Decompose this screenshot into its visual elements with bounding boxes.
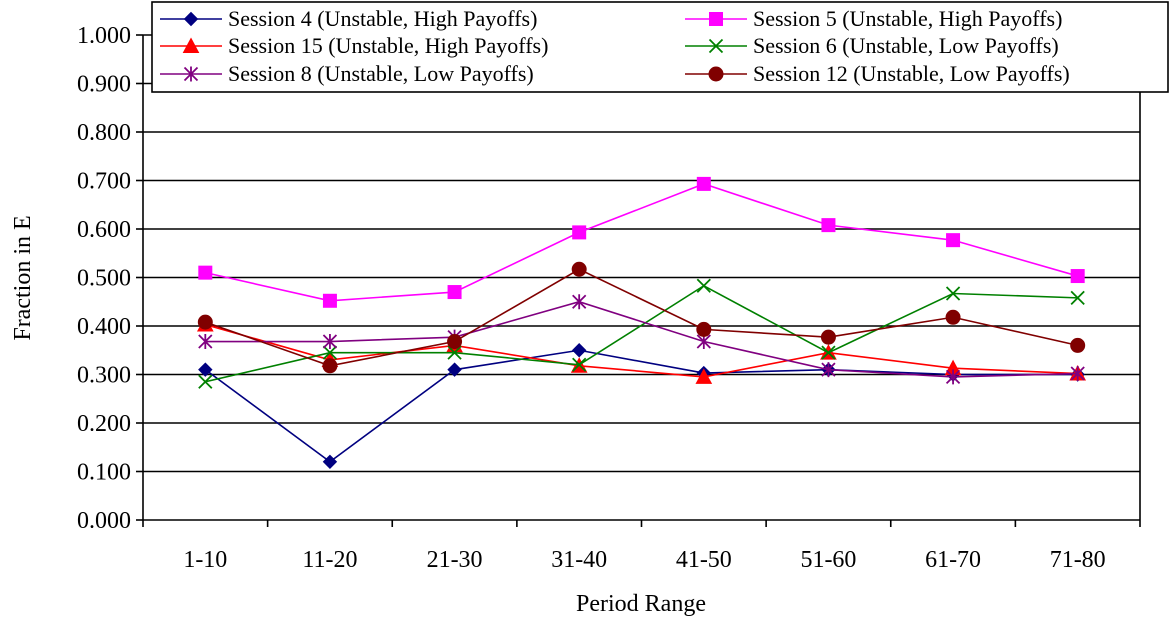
data-point bbox=[945, 369, 961, 385]
data-point bbox=[572, 357, 587, 372]
gridlines bbox=[143, 34, 1140, 473]
data-point bbox=[820, 329, 836, 345]
series-line bbox=[204, 349, 1078, 463]
y-tick-label: 0.000 bbox=[77, 508, 131, 534]
data-point bbox=[322, 293, 337, 308]
series-line bbox=[205, 300, 1078, 378]
x-tick-label: 51-60 bbox=[800, 547, 856, 573]
data-point bbox=[821, 345, 836, 360]
x-tick-label: 41-50 bbox=[676, 547, 732, 573]
data-point bbox=[1070, 290, 1085, 306]
data-point bbox=[322, 334, 338, 350]
data-point bbox=[821, 362, 836, 378]
data-point bbox=[183, 66, 199, 82]
series-3 bbox=[196, 315, 1087, 384]
data-point bbox=[708, 66, 724, 82]
data-point bbox=[182, 37, 200, 53]
y-tick-labels: 0.000 0.100 0.200 0.300 0.400 0.500 0.600 0.700… bbox=[77, 23, 131, 534]
x-axis-title: Period Range bbox=[576, 591, 706, 617]
data-point bbox=[322, 345, 338, 360]
y-tick-label: 0.600 bbox=[77, 217, 131, 243]
data-point bbox=[696, 176, 711, 191]
data-point bbox=[322, 454, 338, 470]
y-tick-label: 0.300 bbox=[77, 363, 131, 389]
legend-item: Session 4 (Unstable, High Payoffs) bbox=[160, 6, 537, 31]
x-tick-label: 71-80 bbox=[1050, 547, 1106, 573]
x-tick-label: 61-70 bbox=[925, 547, 981, 573]
data-point bbox=[322, 358, 338, 374]
series-line bbox=[205, 323, 1078, 378]
data-point bbox=[571, 343, 587, 358]
legend-item: Session 12 (Unstable, Low Payoffs) bbox=[685, 61, 1070, 86]
data-point bbox=[1070, 269, 1085, 284]
x-tick-label: 31-40 bbox=[551, 547, 607, 573]
y-axis-title: Fraction in E bbox=[10, 215, 36, 340]
data-point bbox=[447, 285, 462, 300]
data-point bbox=[945, 309, 961, 325]
data-point bbox=[945, 286, 961, 301]
data-point bbox=[447, 345, 462, 360]
axes bbox=[136, 34, 1141, 527]
y-tick-label: 0.100 bbox=[77, 460, 131, 486]
data-point bbox=[696, 278, 711, 293]
legend-label: Session 12 (Unstable, Low Payoffs) bbox=[753, 61, 1070, 86]
data-point bbox=[1070, 337, 1086, 353]
series-line bbox=[205, 183, 1078, 302]
data-point bbox=[1070, 366, 1085, 382]
y-tick-label: 0.500 bbox=[77, 266, 131, 292]
data-point bbox=[946, 233, 961, 248]
y-tick-label: 0.700 bbox=[77, 169, 131, 195]
data-point bbox=[183, 11, 199, 27]
series-line bbox=[205, 268, 1078, 367]
data-point bbox=[198, 362, 213, 377]
x-tick-label: 21-30 bbox=[427, 547, 483, 573]
legend-item: Session 8 (Unstable, Low Payoffs) bbox=[160, 61, 534, 86]
data-point bbox=[571, 261, 587, 277]
data-point bbox=[447, 334, 463, 350]
y-tick-label: 0.800 bbox=[77, 120, 131, 146]
data-point bbox=[572, 294, 587, 310]
series-5 bbox=[198, 294, 1085, 385]
data-point bbox=[197, 314, 213, 330]
legend: Session 4 (Unstable, High Payoffs) Sessio… bbox=[151, 1, 1169, 93]
series-line bbox=[205, 284, 1078, 383]
legend-label: Session 6 (Unstable, Low Payoffs) bbox=[753, 33, 1059, 58]
data-point bbox=[708, 38, 724, 54]
legend-label: Session 8 (Unstable, Low Payoffs) bbox=[228, 61, 534, 86]
series-2 bbox=[198, 176, 1085, 308]
series-6 bbox=[197, 261, 1086, 374]
y-tick-label: 0.900 bbox=[77, 72, 131, 98]
data-point bbox=[709, 12, 723, 26]
data-point bbox=[572, 225, 587, 240]
y-tick-label: 0.200 bbox=[77, 411, 131, 437]
legend-item: Session 15 (Unstable, High Payoffs) bbox=[160, 33, 548, 58]
data-point bbox=[198, 265, 213, 280]
y-tick-label: 1.000 bbox=[77, 23, 131, 49]
x-tick-label: 11-20 bbox=[302, 547, 357, 573]
x-tick-labels: 1-10 11-20 21-30 31-40 41-50 51-60 61-70 71-80 bbox=[183, 547, 1105, 573]
legend-box bbox=[151, 1, 1169, 93]
legend-label: Session 4 (Unstable, High Payoffs) bbox=[228, 6, 537, 31]
data-point bbox=[447, 362, 462, 377]
data-point bbox=[198, 334, 213, 350]
data-point bbox=[696, 321, 712, 337]
series-layer bbox=[196, 176, 1087, 470]
legend-label: Session 15 (Unstable, High Payoffs) bbox=[228, 33, 548, 58]
legend-item: Session 6 (Unstable, Low Payoffs) bbox=[685, 33, 1059, 58]
data-point bbox=[821, 218, 836, 233]
x-tick-label: 1-10 bbox=[183, 547, 227, 573]
legend-item: Session 5 (Unstable, High Payoffs) bbox=[685, 6, 1062, 31]
data-point bbox=[695, 368, 713, 384]
series-4 bbox=[198, 278, 1085, 389]
legend-label: Session 5 (Unstable, High Payoffs) bbox=[753, 6, 1062, 31]
y-tick-label: 0.400 bbox=[77, 314, 131, 340]
data-point bbox=[198, 374, 213, 389]
